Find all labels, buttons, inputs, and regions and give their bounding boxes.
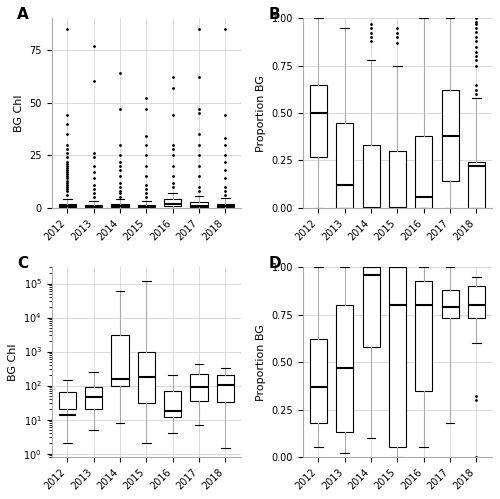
PathPatch shape [310,85,327,157]
PathPatch shape [138,352,155,403]
PathPatch shape [442,90,458,181]
PathPatch shape [468,286,485,318]
PathPatch shape [310,339,327,423]
Text: B: B [268,7,280,22]
Y-axis label: Proportion BG: Proportion BG [256,75,266,152]
PathPatch shape [217,204,234,208]
Y-axis label: BG Chl: BG Chl [8,343,18,381]
PathPatch shape [415,136,432,208]
PathPatch shape [59,204,76,207]
Text: C: C [18,256,28,271]
Text: D: D [268,256,281,271]
PathPatch shape [336,305,353,432]
PathPatch shape [85,205,102,208]
PathPatch shape [59,392,76,409]
PathPatch shape [442,290,458,318]
PathPatch shape [362,145,380,208]
PathPatch shape [112,204,128,207]
PathPatch shape [468,162,485,208]
Y-axis label: BG Chl: BG Chl [14,94,24,132]
PathPatch shape [362,267,380,347]
PathPatch shape [389,151,406,208]
PathPatch shape [190,202,208,207]
PathPatch shape [112,335,128,386]
PathPatch shape [85,387,102,409]
Text: A: A [18,7,29,22]
PathPatch shape [138,205,155,208]
PathPatch shape [415,280,432,391]
Y-axis label: Proportion BG: Proportion BG [256,324,266,401]
PathPatch shape [164,391,181,417]
PathPatch shape [389,267,406,448]
PathPatch shape [336,123,353,208]
PathPatch shape [190,374,208,401]
PathPatch shape [164,200,181,206]
PathPatch shape [217,375,234,402]
